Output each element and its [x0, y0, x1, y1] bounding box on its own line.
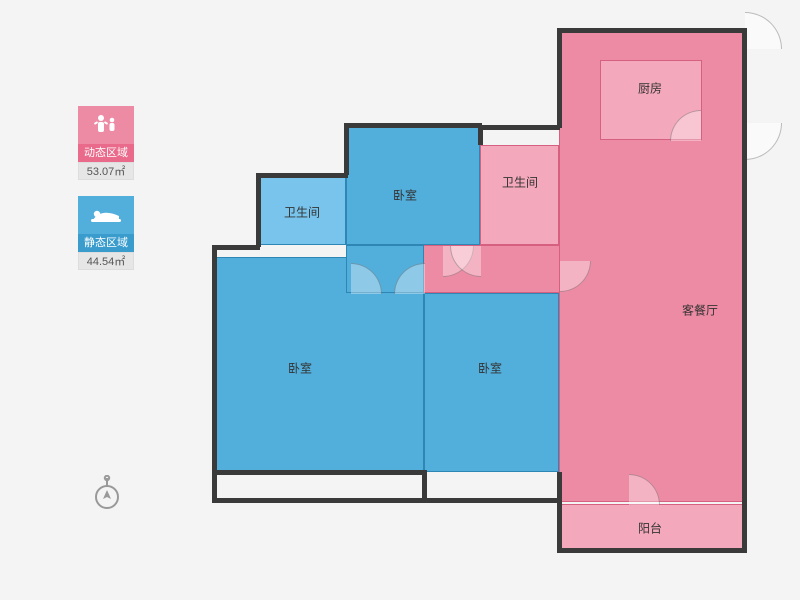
wall-segment — [256, 173, 261, 247]
sleep-icon — [78, 196, 134, 234]
wall-segment — [212, 470, 426, 475]
room-balcony — [559, 504, 744, 550]
legend-label: 动态区域 — [78, 144, 134, 162]
wall-segment — [559, 28, 744, 33]
wall-segment — [256, 173, 348, 178]
wall-segment — [344, 123, 482, 128]
wall-segment — [212, 498, 562, 503]
compass-icon — [92, 475, 122, 518]
legend-label: 静态区域 — [78, 234, 134, 252]
legend-area-value: 44.54㎡ — [78, 252, 134, 270]
people-icon — [78, 106, 134, 144]
wall-segment — [557, 472, 562, 502]
wall-segment — [344, 125, 349, 175]
room-bed_top — [346, 126, 480, 245]
wall-segment — [478, 125, 483, 145]
wall-segment — [212, 245, 260, 250]
wall-segment — [212, 245, 217, 500]
wall-segment — [557, 28, 562, 128]
legend-area-value: 53.07㎡ — [78, 162, 134, 180]
wall-segment — [557, 500, 562, 550]
legend-static: 静态区域44.54㎡ — [78, 196, 134, 270]
wall-segment — [742, 28, 747, 553]
room-bath1 — [258, 175, 346, 245]
legend-dynamic: 动态区域53.07㎡ — [78, 106, 134, 180]
floorplan-stage: 动态区域53.07㎡静态区域44.54㎡客餐厅厨房卫生间阳台卧室卫生间卧室卧室 — [0, 0, 800, 600]
room-bed_small — [424, 293, 559, 472]
room-bath2 — [480, 145, 559, 245]
wall-segment — [478, 125, 560, 130]
wall-segment — [557, 548, 747, 553]
